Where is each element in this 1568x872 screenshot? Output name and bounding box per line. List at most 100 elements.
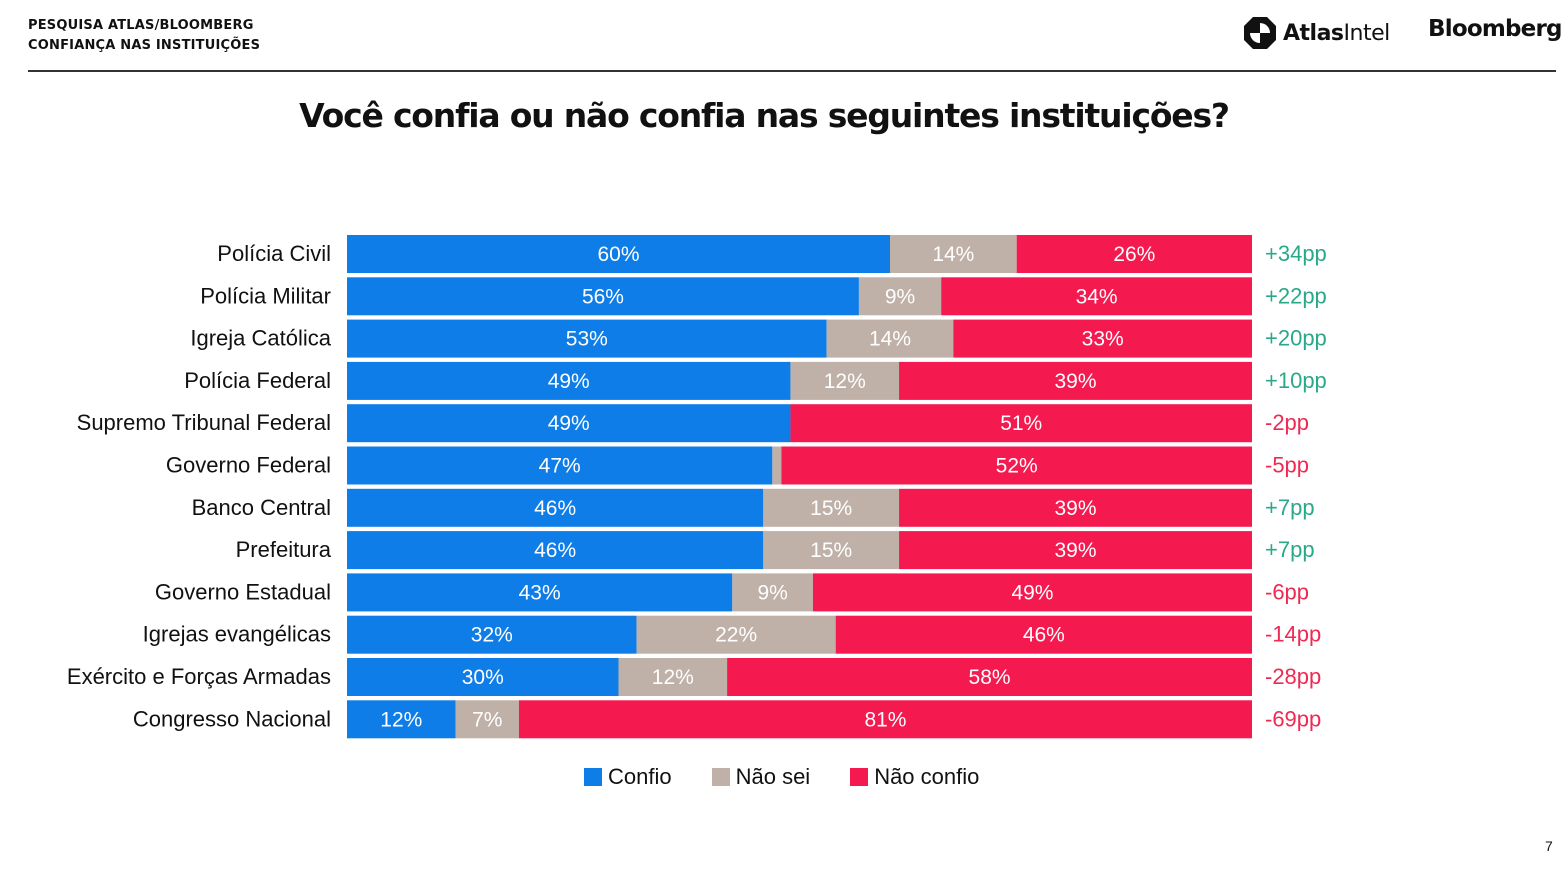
bar-confio-igrejas-evangelicas [347,615,637,654]
bar-confio-governo-estadual [347,573,733,612]
bar-confio-policia-militar [347,277,859,316]
bar-confio-policia-civil [347,235,890,273]
bar-confio-exercito-e-forcas-armadas [347,658,619,696]
data-label-nao-sei-exercito-e-forcas-armadas: 12% [652,666,694,689]
net-label-governo-federal: -5pp [1265,453,1309,478]
bar-nao-confio-congresso-nacional [518,700,1252,739]
data-label-nao-confio-congresso-nacional: 81% [864,708,906,731]
bar-nao-confio-exercito-e-forcas-armadas [727,658,1252,696]
chart-title: Você confia ou não confia nas seguintes … [299,96,1230,135]
net-label-igreja-catolica: +20pp [1265,326,1327,351]
category-label-policia-militar: Polícia Militar [200,283,331,308]
chart-legend: Confio Não sei Não confio [584,764,979,790]
data-label-nao-confio-policia-militar: 34% [1076,285,1118,308]
data-label-confio-supremo-tribunal-federal: 49% [548,412,590,435]
bar-nao-confio-governo-estadual [812,573,1252,612]
data-label-confio-governo-estadual: 43% [519,581,561,604]
data-label-nao-sei-congresso-nacional: 7% [472,708,502,731]
net-label-policia-federal: +10pp [1265,368,1327,393]
data-label-nao-confio-banco-central: 39% [1055,497,1097,520]
bar-nao-sei-exercito-e-forcas-armadas [618,658,728,696]
bar-nao-sei-igreja-catolica [826,319,954,358]
legend-item-nao-confio: Não confio [850,764,979,790]
legend-label-confio: Confio [608,764,672,789]
bar-confio-banco-central [347,488,764,527]
net-label-banco-central: +7pp [1265,495,1315,520]
net-label-supremo-tribunal-federal: -2pp [1265,410,1309,435]
data-label-nao-confio-igrejas-evangelicas: 46% [1023,624,1065,647]
atlasintel-logo: AtlasIntel [1243,14,1390,52]
category-label-exercito-e-forcas-armadas: Exército e Forças Armadas [67,664,331,689]
data-label-nao-sei-banco-central: 15% [810,497,852,520]
category-label-policia-civil: Polícia Civil [217,241,331,266]
bar-nao-confio-banco-central [899,488,1252,527]
legend-label-nao-sei: Não sei [735,764,811,789]
page-number: 7 [1545,838,1553,854]
legend-label-nao-confio: Não confio [874,764,980,789]
net-label-policia-militar: +22pp [1265,283,1327,308]
bar-nao-sei-igrejas-evangelicas [636,615,836,654]
data-label-nao-confio-igreja-catolica: 33% [1082,328,1124,351]
category-label-igreja-catolica: Igreja Católica [190,326,331,351]
atlas-octagon-icon [1244,17,1276,49]
bar-nao-confio-supremo-tribunal-federal [790,404,1252,443]
category-label-banco-central: Banco Central [192,495,331,520]
bar-confio-governo-federal [347,446,773,485]
data-label-confio-governo-federal: 47% [539,455,581,478]
data-label-nao-sei-policia-militar: 9% [885,285,915,308]
legend-swatch-nao-confio [850,768,869,786]
legend-item-confio: Confio [584,764,672,790]
bar-confio-policia-federal [347,361,791,400]
bar-nao-confio-policia-civil [1016,235,1252,273]
data-label-nao-confio-policia-civil: 26% [1113,243,1155,266]
bar-nao-sei-prefeitura [763,531,900,570]
category-label-supremo-tribunal-federal: Supremo Tribunal Federal [77,410,331,435]
bar-nao-sei-policia-civil [890,235,1017,273]
net-label-igrejas-evangelicas: -14pp [1265,622,1321,647]
bar-nao-confio-igreja-catolica [953,319,1252,358]
legend-item-nao-sei: Não sei [711,764,811,790]
net-label-governo-estadual: -6pp [1265,579,1309,604]
bar-confio-prefeitura [347,531,764,570]
data-label-confio-igrejas-evangelicas: 32% [471,624,513,647]
bar-nao-confio-prefeitura [899,531,1252,570]
legend-swatch-nao-sei [711,768,730,786]
data-label-nao-sei-governo-estadual: 9% [757,581,787,604]
data-label-confio-policia-civil: 60% [597,243,639,266]
data-label-nao-sei-igreja-catolica: 14% [869,328,911,351]
bar-nao-confio-governo-federal [781,446,1252,485]
category-label-policia-federal: Polícia Federal [184,368,331,393]
bar-confio-congresso-nacional [347,700,456,739]
bar-nao-sei-governo-federal [772,446,782,485]
survey-name: PESQUISA ATLAS/BLOOMBERG [28,18,254,33]
category-label-congresso-nacional: Congresso Nacional [133,706,331,731]
bar-nao-confio-policia-federal [899,361,1252,400]
data-label-nao-confio-prefeitura: 39% [1055,539,1097,562]
data-label-confio-policia-federal: 49% [548,370,590,393]
net-label-policia-civil: +34pp [1265,241,1327,266]
data-label-confio-prefeitura: 46% [534,539,576,562]
category-label-prefeitura: Prefeitura [236,537,332,562]
net-label-exercito-e-forcas-armadas: -28pp [1265,664,1321,689]
category-label-igrejas-evangelicas: Igrejas evangélicas [143,622,331,647]
bar-nao-confio-igrejas-evangelicas [835,615,1252,654]
bar-confio-supremo-tribunal-federal [347,404,791,443]
bar-nao-sei-policia-federal [790,361,900,400]
category-label-governo-federal: Governo Federal [166,453,331,478]
data-label-nao-sei-policia-civil: 14% [932,243,974,266]
data-label-nao-sei-policia-federal: 12% [824,370,866,393]
data-label-nao-confio-exercito-e-forcas-armadas: 58% [969,666,1011,689]
data-label-confio-exercito-e-forcas-armadas: 30% [462,666,504,689]
data-label-nao-confio-supremo-tribunal-federal: 51% [1000,412,1042,435]
net-label-prefeitura: +7pp [1265,537,1315,562]
bar-confio-igreja-catolica [347,319,827,358]
bar-nao-sei-congresso-nacional [455,700,519,739]
data-label-nao-confio-governo-estadual: 49% [1011,581,1053,604]
survey-topic: CONFIANÇA NAS INSTITUIÇÕES [28,38,261,53]
data-label-nao-sei-igrejas-evangelicas: 22% [715,624,757,647]
data-label-confio-policia-militar: 56% [582,285,624,308]
bar-nao-sei-governo-estadual [732,573,813,612]
data-label-confio-banco-central: 46% [534,497,576,520]
bar-nao-sei-policia-militar [858,277,942,316]
